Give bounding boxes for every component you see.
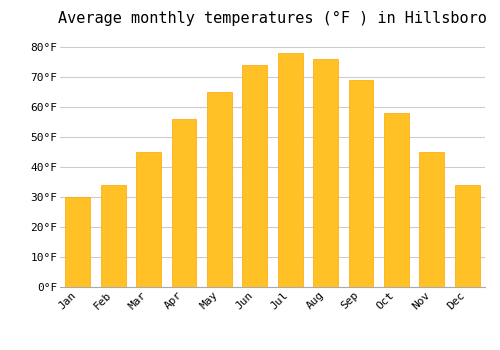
- Bar: [348, 79, 374, 287]
- Bar: [242, 64, 267, 287]
- Bar: [136, 152, 161, 287]
- Title: Average monthly temperatures (°F ) in Hillsboro: Average monthly temperatures (°F ) in Hi…: [58, 11, 487, 26]
- Bar: [420, 152, 444, 287]
- Bar: [384, 113, 409, 287]
- Bar: [100, 185, 126, 287]
- Bar: [313, 58, 338, 287]
- Bar: [66, 197, 90, 287]
- Bar: [455, 185, 479, 287]
- Bar: [207, 92, 232, 287]
- Bar: [278, 52, 302, 287]
- Bar: [172, 119, 196, 287]
